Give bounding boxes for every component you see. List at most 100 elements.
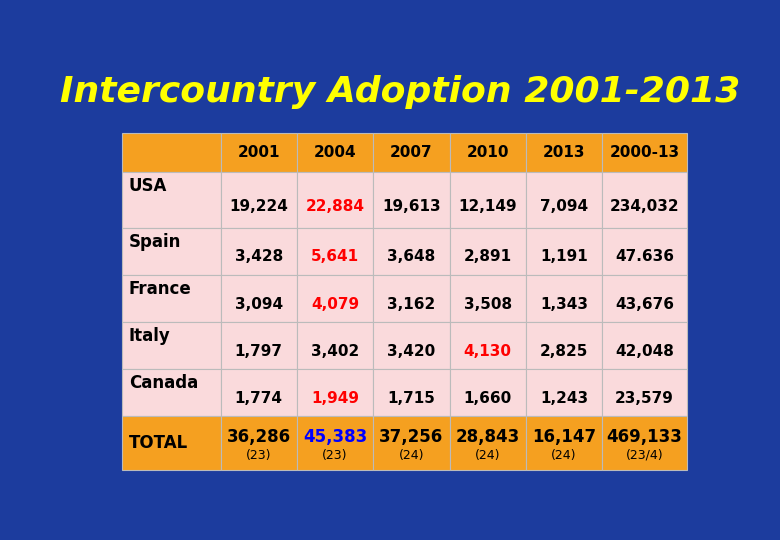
FancyBboxPatch shape bbox=[373, 228, 449, 275]
Text: 2013: 2013 bbox=[543, 145, 585, 160]
FancyBboxPatch shape bbox=[373, 133, 449, 172]
Text: 4,079: 4,079 bbox=[311, 296, 359, 312]
FancyBboxPatch shape bbox=[122, 172, 221, 228]
FancyBboxPatch shape bbox=[221, 416, 297, 470]
FancyBboxPatch shape bbox=[526, 369, 602, 416]
FancyBboxPatch shape bbox=[373, 369, 449, 416]
Text: 19,224: 19,224 bbox=[229, 199, 288, 214]
Text: 3,648: 3,648 bbox=[387, 249, 435, 265]
Text: Spain: Spain bbox=[129, 233, 181, 251]
Text: (23): (23) bbox=[322, 449, 348, 462]
FancyBboxPatch shape bbox=[449, 416, 526, 470]
FancyBboxPatch shape bbox=[602, 133, 687, 172]
Text: 12,149: 12,149 bbox=[459, 199, 517, 214]
Text: Italy: Italy bbox=[129, 327, 171, 345]
FancyBboxPatch shape bbox=[526, 416, 602, 470]
FancyBboxPatch shape bbox=[449, 369, 526, 416]
FancyBboxPatch shape bbox=[297, 275, 373, 322]
Text: 1,797: 1,797 bbox=[235, 344, 282, 359]
FancyBboxPatch shape bbox=[526, 322, 602, 369]
Text: 1,774: 1,774 bbox=[235, 391, 282, 406]
FancyBboxPatch shape bbox=[122, 369, 221, 416]
FancyBboxPatch shape bbox=[449, 322, 526, 369]
Text: 1,660: 1,660 bbox=[463, 391, 512, 406]
Text: France: France bbox=[129, 280, 192, 298]
FancyBboxPatch shape bbox=[373, 172, 449, 228]
FancyBboxPatch shape bbox=[122, 133, 221, 172]
FancyBboxPatch shape bbox=[373, 322, 449, 369]
Text: Intercountry Adoption 2001-2013: Intercountry Adoption 2001-2013 bbox=[59, 75, 740, 109]
Text: Canada: Canada bbox=[129, 374, 198, 392]
Text: 234,032: 234,032 bbox=[610, 199, 679, 214]
Text: 5,641: 5,641 bbox=[311, 249, 359, 265]
Text: 2007: 2007 bbox=[390, 145, 433, 160]
FancyBboxPatch shape bbox=[221, 275, 297, 322]
FancyBboxPatch shape bbox=[602, 369, 687, 416]
FancyBboxPatch shape bbox=[221, 369, 297, 416]
FancyBboxPatch shape bbox=[602, 322, 687, 369]
Text: 2,825: 2,825 bbox=[540, 344, 588, 359]
FancyBboxPatch shape bbox=[449, 228, 526, 275]
Text: 16,147: 16,147 bbox=[532, 428, 596, 446]
Text: (24): (24) bbox=[475, 449, 501, 462]
FancyBboxPatch shape bbox=[122, 416, 221, 470]
FancyBboxPatch shape bbox=[602, 416, 687, 470]
FancyBboxPatch shape bbox=[221, 172, 297, 228]
Text: 2001: 2001 bbox=[237, 145, 280, 160]
Text: 1,243: 1,243 bbox=[540, 391, 588, 406]
Text: 469,133: 469,133 bbox=[607, 428, 682, 446]
FancyBboxPatch shape bbox=[373, 416, 449, 470]
FancyBboxPatch shape bbox=[221, 228, 297, 275]
FancyBboxPatch shape bbox=[122, 275, 221, 322]
Text: 36,286: 36,286 bbox=[227, 428, 291, 446]
FancyBboxPatch shape bbox=[297, 369, 373, 416]
FancyBboxPatch shape bbox=[449, 275, 526, 322]
Text: 2010: 2010 bbox=[466, 145, 509, 160]
Text: 1,343: 1,343 bbox=[540, 296, 588, 312]
Text: 45,383: 45,383 bbox=[303, 428, 367, 446]
Text: 3,420: 3,420 bbox=[387, 344, 435, 359]
FancyBboxPatch shape bbox=[297, 416, 373, 470]
FancyBboxPatch shape bbox=[602, 172, 687, 228]
Text: 1,191: 1,191 bbox=[540, 249, 588, 265]
Text: 19,613: 19,613 bbox=[382, 199, 441, 214]
Text: 3,428: 3,428 bbox=[235, 249, 283, 265]
Text: 2004: 2004 bbox=[314, 145, 356, 160]
Text: (23/4): (23/4) bbox=[626, 449, 663, 462]
Text: (24): (24) bbox=[551, 449, 576, 462]
Text: 1,715: 1,715 bbox=[388, 391, 435, 406]
Text: USA: USA bbox=[129, 177, 167, 195]
FancyBboxPatch shape bbox=[297, 322, 373, 369]
Text: 23,579: 23,579 bbox=[615, 391, 674, 406]
FancyBboxPatch shape bbox=[526, 133, 602, 172]
Text: 3,508: 3,508 bbox=[463, 296, 512, 312]
FancyBboxPatch shape bbox=[122, 322, 221, 369]
FancyBboxPatch shape bbox=[526, 172, 602, 228]
Text: 28,843: 28,843 bbox=[456, 428, 519, 446]
Text: 3,094: 3,094 bbox=[235, 296, 283, 312]
FancyBboxPatch shape bbox=[297, 228, 373, 275]
FancyBboxPatch shape bbox=[602, 228, 687, 275]
Text: 47.636: 47.636 bbox=[615, 249, 674, 265]
FancyBboxPatch shape bbox=[526, 275, 602, 322]
Text: 3,162: 3,162 bbox=[387, 296, 435, 312]
Text: 1,949: 1,949 bbox=[311, 391, 359, 406]
Text: 4,130: 4,130 bbox=[463, 344, 512, 359]
FancyBboxPatch shape bbox=[602, 275, 687, 322]
Text: 37,256: 37,256 bbox=[379, 428, 444, 446]
FancyBboxPatch shape bbox=[449, 133, 526, 172]
FancyBboxPatch shape bbox=[449, 172, 526, 228]
Text: (23): (23) bbox=[246, 449, 271, 462]
FancyBboxPatch shape bbox=[297, 172, 373, 228]
FancyBboxPatch shape bbox=[221, 322, 297, 369]
Text: 42,048: 42,048 bbox=[615, 344, 674, 359]
FancyBboxPatch shape bbox=[373, 275, 449, 322]
Text: 7,094: 7,094 bbox=[540, 199, 588, 214]
FancyBboxPatch shape bbox=[297, 133, 373, 172]
Text: 2000-13: 2000-13 bbox=[609, 145, 679, 160]
FancyBboxPatch shape bbox=[526, 228, 602, 275]
Text: (24): (24) bbox=[399, 449, 424, 462]
FancyBboxPatch shape bbox=[221, 133, 297, 172]
Text: 2,891: 2,891 bbox=[463, 249, 512, 265]
Text: 3,402: 3,402 bbox=[311, 344, 359, 359]
